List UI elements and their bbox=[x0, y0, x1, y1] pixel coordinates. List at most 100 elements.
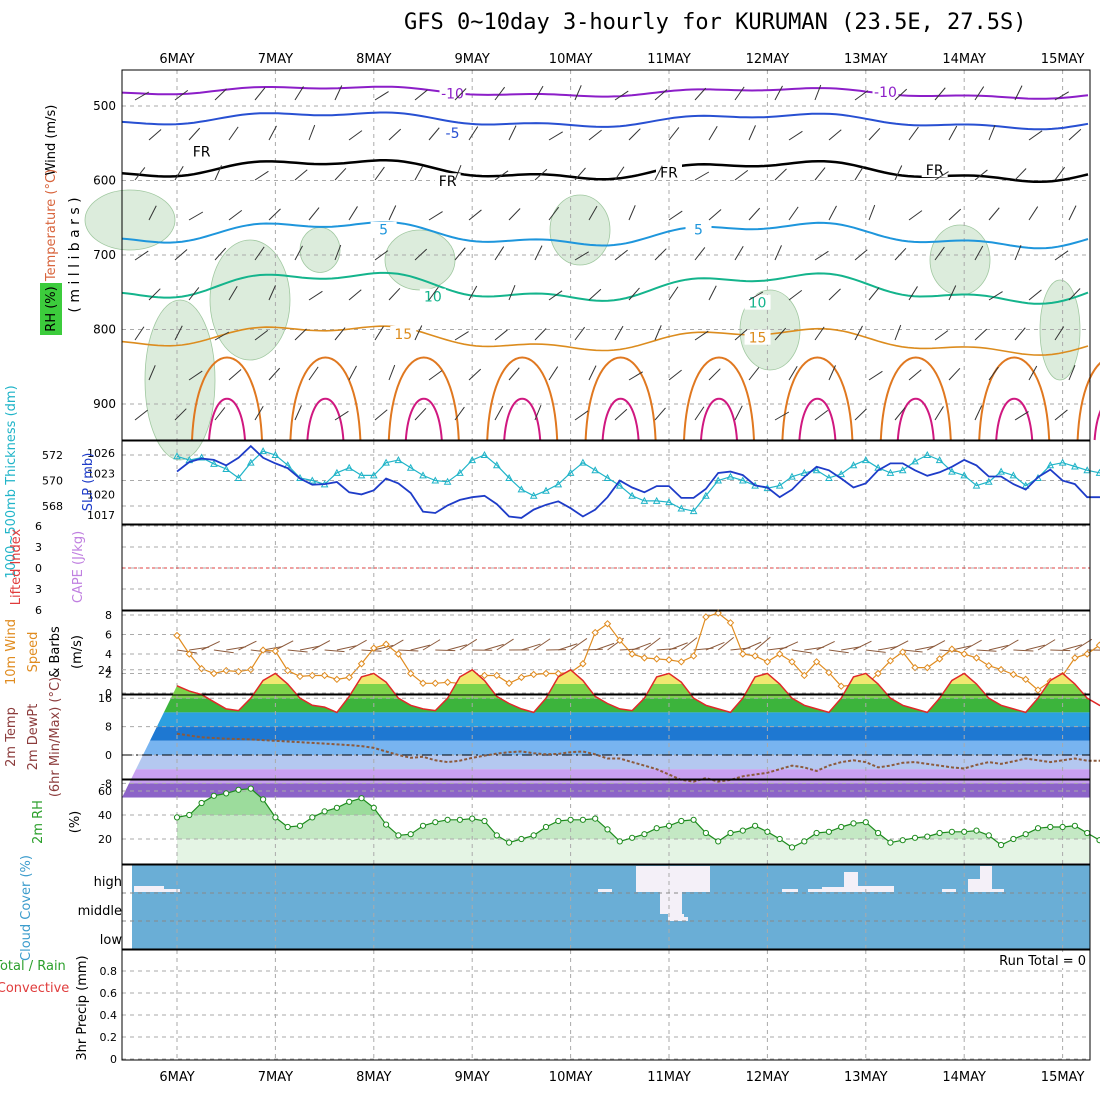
pressure-tick-label: 900 bbox=[93, 397, 116, 411]
isotherm-label: 5 bbox=[379, 223, 388, 239]
temp-band bbox=[122, 769, 1090, 783]
temp-axis-label: 2m Temp bbox=[4, 707, 19, 767]
date-tick-label-bottom: 11MAY bbox=[647, 1070, 691, 1085]
rh-point bbox=[925, 834, 930, 839]
date-tick-label-bottom: 9MAY bbox=[455, 1070, 490, 1085]
wind-axis-label: Wind (m/s) bbox=[44, 105, 59, 176]
date-tick-label-top: 15MAY bbox=[1041, 52, 1085, 67]
cape-axis-label: CAPE (J/kg) bbox=[71, 531, 86, 603]
wind-tick-label: 6 bbox=[105, 629, 112, 642]
surface-wind-barb bbox=[644, 638, 660, 650]
precip-tick-label: 0.6 bbox=[100, 987, 118, 1000]
rh-point bbox=[359, 796, 364, 801]
rh-contour-area bbox=[85, 190, 175, 250]
temp-color-bands bbox=[122, 663, 1090, 798]
rh-contour-area bbox=[210, 240, 290, 360]
rh-point bbox=[888, 840, 893, 845]
rh-point bbox=[802, 839, 807, 844]
rh-point bbox=[1011, 836, 1016, 841]
rh-point bbox=[580, 817, 585, 822]
date-tick-label-top: 9MAY bbox=[455, 52, 490, 67]
surface-wind-barb bbox=[534, 639, 551, 650]
wind-speed-point bbox=[961, 651, 967, 657]
rh-point bbox=[384, 822, 389, 827]
wind-speed-point bbox=[445, 679, 451, 685]
rh-point bbox=[728, 830, 733, 835]
rh-point bbox=[691, 817, 696, 822]
rh-point bbox=[1072, 823, 1077, 828]
cloud-cover-block bbox=[980, 866, 992, 892]
temp-tick-label: 24 bbox=[98, 664, 112, 677]
rh-point bbox=[236, 787, 241, 792]
wind-speed-point bbox=[285, 668, 291, 674]
temp-axis-label: (6hr Min/Max) (°C) bbox=[48, 677, 63, 797]
temp-band bbox=[122, 741, 1090, 755]
surface-wind-barb bbox=[866, 650, 886, 652]
date-tick-label-top: 14MAY bbox=[942, 52, 986, 67]
rh-point bbox=[999, 842, 1004, 847]
wind-speed-point bbox=[654, 656, 660, 662]
rh-point bbox=[433, 820, 438, 825]
rh-point bbox=[605, 827, 610, 832]
rh-point bbox=[261, 797, 266, 802]
isotherm-label: 15 bbox=[394, 327, 412, 343]
rh-point bbox=[408, 832, 413, 837]
temp-band bbox=[122, 698, 1090, 712]
thickness-slp-frame bbox=[122, 441, 1090, 524]
isotherm-line bbox=[1095, 399, 1100, 440]
surface-wind-barb bbox=[435, 650, 455, 651]
surface-wind-barb bbox=[977, 650, 997, 651]
isotherm-label: FR bbox=[660, 165, 678, 181]
rh-point bbox=[703, 830, 708, 835]
wind-speed-point bbox=[506, 680, 512, 686]
rh-point bbox=[470, 816, 475, 821]
rh-point bbox=[1060, 824, 1065, 829]
rh-point bbox=[937, 830, 942, 835]
date-tick-label-bottom: 13MAY bbox=[844, 1070, 888, 1085]
rh-point bbox=[814, 830, 819, 835]
rh-axis-label: 2m RH bbox=[31, 800, 46, 844]
rh-contour-area bbox=[300, 228, 340, 273]
lifted-index-axis-label: Lifted Index bbox=[9, 528, 24, 605]
isotherm-label: -5 bbox=[446, 126, 460, 142]
wind-speed-point bbox=[641, 655, 647, 661]
rh-point bbox=[1023, 832, 1028, 837]
precip-convective-label: Convective bbox=[0, 981, 69, 996]
chart-title: GFS 0~10day 3-hourly for KURUMAN (23.5E,… bbox=[404, 10, 1027, 35]
rh-point bbox=[334, 805, 339, 810]
slp-axis-label: SLP (mb) bbox=[81, 453, 96, 512]
cloud-cover-block bbox=[808, 889, 824, 892]
cloud-cover-block bbox=[684, 917, 688, 921]
surface-wind-barb bbox=[890, 641, 908, 650]
wind-speed-point bbox=[223, 668, 229, 674]
temp-tick-label: 16 bbox=[98, 692, 112, 705]
date-tick-label-bottom: 8MAY bbox=[356, 1070, 391, 1085]
surface-wind-barb bbox=[829, 650, 849, 653]
temp-band bbox=[122, 727, 1090, 741]
rh-point bbox=[199, 800, 204, 805]
rh-color-bands bbox=[122, 786, 1090, 863]
cloud-cover-block bbox=[782, 889, 798, 892]
rh-point bbox=[986, 833, 991, 838]
rh-point bbox=[507, 840, 512, 845]
rh-band bbox=[122, 839, 1090, 863]
surface-wind-barb bbox=[349, 640, 366, 650]
surface-wind-barb bbox=[854, 641, 872, 650]
surface-wind-barb bbox=[1013, 650, 1033, 651]
rh-point bbox=[642, 832, 647, 837]
surface-wind-barb bbox=[780, 642, 798, 650]
rh-point bbox=[519, 836, 524, 841]
rh-point bbox=[457, 817, 462, 822]
thickness-tick-label: 572 bbox=[42, 449, 63, 462]
rh-point bbox=[211, 793, 216, 798]
surface-wind-barb bbox=[1050, 650, 1070, 651]
rh-point bbox=[740, 828, 745, 833]
rh-point bbox=[777, 836, 782, 841]
surface-wind-barb bbox=[1001, 640, 1018, 650]
rh-tick-label: 40 bbox=[98, 809, 112, 822]
wind-speed-point bbox=[297, 673, 303, 679]
wind-axis-label: 10m Wind bbox=[4, 619, 19, 685]
surface-wind-barb bbox=[288, 650, 308, 652]
wind-speed-point bbox=[432, 680, 438, 686]
date-tick-label-top: 13MAY bbox=[844, 52, 888, 67]
